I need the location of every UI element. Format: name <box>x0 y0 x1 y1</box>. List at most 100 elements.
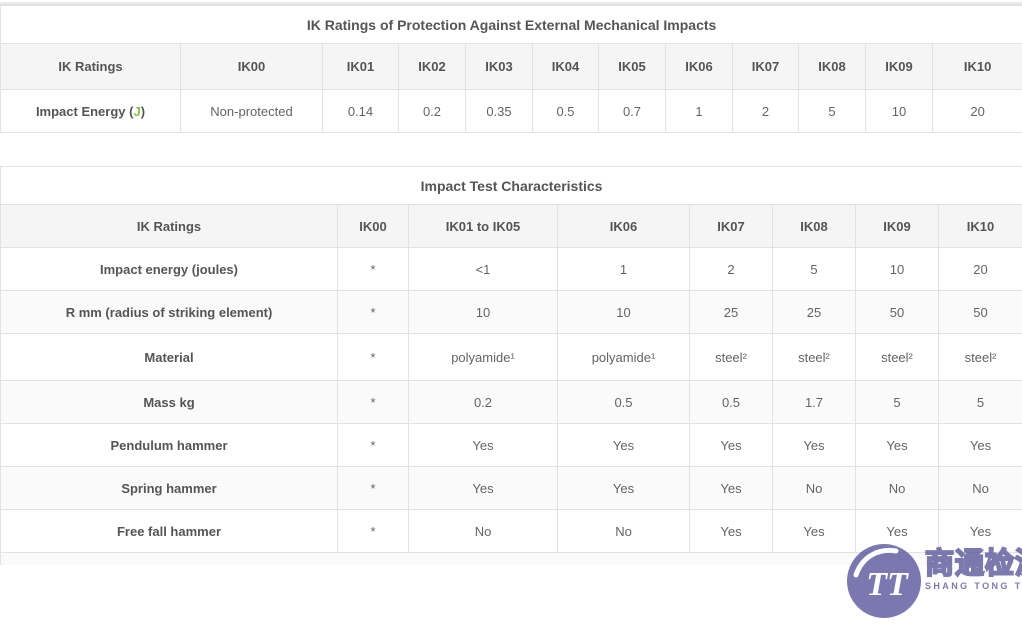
cell-pendulum-ik01-05: Yes <box>409 424 558 467</box>
cell-pendulum-ik00: * <box>338 424 409 467</box>
table1-value-ik05: 0.7 <box>599 90 666 133</box>
impact-energy-unit-j: J <box>133 104 140 119</box>
cell-radius-ik10: 50 <box>939 291 1022 334</box>
cell-spring-ik01-05: Yes <box>409 467 558 510</box>
table2-header-ik06: IK06 <box>558 205 690 248</box>
cell-impact-energy-ik01-05: <1 <box>409 248 558 291</box>
table1-value-ik04: 0.5 <box>533 90 599 133</box>
row-label-mass: Mass kg <box>1 381 338 424</box>
table1-value-ik00: Non-protected <box>181 90 323 133</box>
cutoff-row-cell <box>1 553 1022 565</box>
table-row: Impact Energy (J) Non-protected 0.14 0.2… <box>1 90 1022 133</box>
table1-header-ik02: IK02 <box>399 44 466 90</box>
cell-mass-ik00: * <box>338 381 409 424</box>
cell-pendulum-ik08: Yes <box>773 424 856 467</box>
table1-value-ik10: 20 <box>933 90 1022 133</box>
cell-impact-energy-ik10: 20 <box>939 248 1022 291</box>
cell-material-ik00: * <box>338 334 409 381</box>
cell-radius-ik08: 25 <box>773 291 856 334</box>
table1-header-ik05: IK05 <box>599 44 666 90</box>
table-row-pendulum-hammer: Pendulum hammer * Yes Yes Yes Yes Yes Ye… <box>1 424 1022 467</box>
cell-spring-ik09: No <box>856 467 939 510</box>
table2-header-ik00: IK00 <box>338 205 409 248</box>
table-row-impact-energy: Impact energy (joules) * <1 1 2 5 10 20 <box>1 248 1022 291</box>
table2-title: Impact Test Characteristics <box>1 167 1022 205</box>
table1-value-ik01: 0.14 <box>323 90 399 133</box>
table-row-material: Material * polyamide¹ polyamide¹ steel² … <box>1 334 1022 381</box>
impact-energy-label-prefix: Impact Energy ( <box>36 104 134 119</box>
table1-header-ik-ratings: IK Ratings <box>1 44 181 90</box>
cell-spring-ik08: No <box>773 467 856 510</box>
cell-pendulum-ik10: Yes <box>939 424 1022 467</box>
row-label-impact-energy: Impact energy (joules) <box>1 248 338 291</box>
cell-radius-ik07: 25 <box>690 291 773 334</box>
cell-radius-ik01-05: 10 <box>409 291 558 334</box>
cell-material-ik08: steel² <box>773 334 856 381</box>
row-label-material: Material <box>1 334 338 381</box>
table2-header-ik-ratings: IK Ratings <box>1 205 338 248</box>
table1-header-ik06: IK06 <box>666 44 733 90</box>
table-row-cutoff <box>1 553 1022 565</box>
cell-material-ik06: polyamide¹ <box>558 334 690 381</box>
table1-value-ik08: 5 <box>799 90 866 133</box>
cell-pendulum-ik07: Yes <box>690 424 773 467</box>
table-row: IK Ratings of Protection Against Externa… <box>1 6 1022 44</box>
table2-header-ik08: IK08 <box>773 205 856 248</box>
cell-spring-ik07: Yes <box>690 467 773 510</box>
table1-value-ik02: 0.2 <box>399 90 466 133</box>
cell-mass-ik07: 0.5 <box>690 381 773 424</box>
cell-impact-energy-ik00: * <box>338 248 409 291</box>
cell-spring-ik06: Yes <box>558 467 690 510</box>
cell-radius-ik06: 10 <box>558 291 690 334</box>
cell-radius-ik09: 50 <box>856 291 939 334</box>
cell-material-ik01-05: polyamide¹ <box>409 334 558 381</box>
table1-header-ik09: IK09 <box>866 44 933 90</box>
cell-pendulum-ik06: Yes <box>558 424 690 467</box>
cell-freefall-ik00: * <box>338 510 409 553</box>
row-label-free-fall-hammer: Free fall hammer <box>1 510 338 553</box>
table-row: Impact Test Characteristics <box>1 167 1022 205</box>
cell-material-ik10: steel² <box>939 334 1022 381</box>
cell-mass-ik01-05: 0.2 <box>409 381 558 424</box>
table-row-mass: Mass kg * 0.2 0.5 0.5 1.7 5 5 <box>1 381 1022 424</box>
table-gap <box>0 133 1022 166</box>
cell-material-ik07: steel² <box>690 334 773 381</box>
cell-spring-ik00: * <box>338 467 409 510</box>
cell-impact-energy-ik09: 10 <box>856 248 939 291</box>
watermark-english-text: SHANG TONG TESTING <box>925 581 1022 591</box>
table2-header-ik09: IK09 <box>856 205 939 248</box>
table1-value-ik09: 10 <box>866 90 933 133</box>
table1-header-ik10: IK10 <box>933 44 1022 90</box>
cell-mass-ik09: 5 <box>856 381 939 424</box>
table1-header-ik07: IK07 <box>733 44 799 90</box>
table2-header-ik07: IK07 <box>690 205 773 248</box>
row-label-radius: R mm (radius of striking element) <box>1 291 338 334</box>
cell-freefall-ik07: Yes <box>690 510 773 553</box>
ik-ratings-table: IK Ratings of Protection Against Externa… <box>0 5 1022 133</box>
logo-monogram: TT <box>866 566 909 603</box>
impact-test-characteristics-table: Impact Test Characteristics IK Ratings I… <box>0 166 1022 565</box>
cell-mass-ik10: 5 <box>939 381 1022 424</box>
cell-pendulum-ik09: Yes <box>856 424 939 467</box>
table1-header-ik03: IK03 <box>466 44 533 90</box>
cell-impact-energy-ik07: 2 <box>690 248 773 291</box>
cell-impact-energy-ik06: 1 <box>558 248 690 291</box>
cell-freefall-ik09: Yes <box>856 510 939 553</box>
cell-impact-energy-ik08: 5 <box>773 248 856 291</box>
cell-freefall-ik06: No <box>558 510 690 553</box>
table2-header-ik01-to-ik05: IK01 to IK05 <box>409 205 558 248</box>
row-label-spring-hammer: Spring hammer <box>1 467 338 510</box>
cell-mass-ik08: 1.7 <box>773 381 856 424</box>
table1-value-ik06: 1 <box>666 90 733 133</box>
cell-spring-ik10: No <box>939 467 1022 510</box>
table1-value-ik03: 0.35 <box>466 90 533 133</box>
table-row-radius: R mm (radius of striking element) * 10 1… <box>1 291 1022 334</box>
table1-value-ik07: 2 <box>733 90 799 133</box>
table-row-free-fall-hammer: Free fall hammer * No No Yes Yes Yes Yes <box>1 510 1022 553</box>
table1-header-ik08: IK08 <box>799 44 866 90</box>
table1-header-ik01: IK01 <box>323 44 399 90</box>
row-label-pendulum-hammer: Pendulum hammer <box>1 424 338 467</box>
impact-energy-label-suffix: ) <box>141 104 145 119</box>
cell-freefall-ik10: Yes <box>939 510 1022 553</box>
table-row-spring-hammer: Spring hammer * Yes Yes Yes No No No <box>1 467 1022 510</box>
